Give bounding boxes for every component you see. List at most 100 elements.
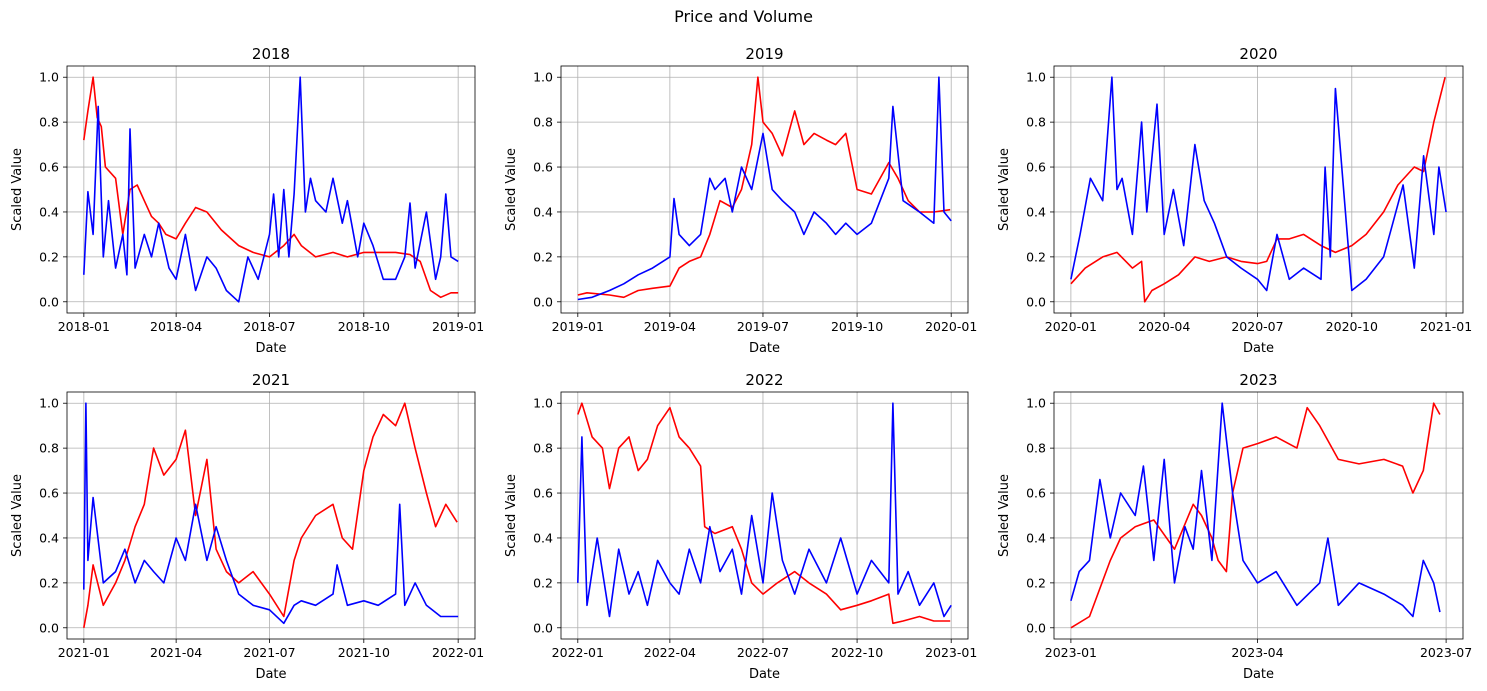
series-line-red xyxy=(83,402,458,628)
y-tick-label: 0.0 xyxy=(39,294,59,309)
y-tick-label: 0.2 xyxy=(39,249,59,264)
y-tick-label: 0.8 xyxy=(1026,441,1046,456)
series-line-blue xyxy=(577,402,952,618)
x-tick-label: 2020-07 xyxy=(1231,319,1283,334)
x-tick-label: 2021-01 xyxy=(1420,319,1472,334)
axes-frame xyxy=(66,65,476,314)
series-line-red xyxy=(577,402,951,625)
subplot-2019: 2019-01 2019-04 2019-07 2019-10 2020-01 0.0 0.… xyxy=(504,45,977,356)
x-tick-label: 2020-10 xyxy=(1326,319,1378,334)
y-tick-label: 1.0 xyxy=(1026,396,1046,411)
series-line-blue xyxy=(83,402,459,625)
series-line-red xyxy=(1070,77,1446,303)
y-tick-label: 0.2 xyxy=(533,249,553,264)
x-tick-label: 2022-01 xyxy=(552,645,604,660)
x-axis-label: Date xyxy=(749,341,780,356)
subplot-title: 2018 xyxy=(252,45,290,63)
subplot-2022: 2022-01 2022-04 2022-07 2022-10 2023-01 0.0 0.… xyxy=(504,371,977,682)
y-tick-label: 0.6 xyxy=(533,160,553,175)
subplot-2018: 2018-01 2018-04 2018-07 2018-10 2019-01 0.0 0.… xyxy=(10,45,484,356)
x-axis-label: Date xyxy=(1243,667,1274,682)
y-tick-label: 1.0 xyxy=(39,396,59,411)
y-tick-label: 0.6 xyxy=(1026,486,1046,501)
y-tick-label: 0.0 xyxy=(533,294,553,309)
x-tick-label: 2023-01 xyxy=(925,645,977,660)
x-tick-label: 2020-01 xyxy=(925,319,977,334)
y-tick-label: 0.4 xyxy=(533,204,553,219)
series-line-blue xyxy=(1070,76,1447,292)
y-tick-label: 0.6 xyxy=(39,486,59,501)
y-axis-label: Scaled Value xyxy=(997,474,1012,557)
y-axis-label: Scaled Value xyxy=(504,148,519,231)
x-tick-label: 2018-10 xyxy=(338,319,390,334)
x-axis-label: Date xyxy=(255,667,286,682)
y-tick-label: 1.0 xyxy=(533,70,553,85)
y-tick-label: 1.0 xyxy=(1026,70,1046,85)
x-tick-label: 2021-10 xyxy=(338,645,390,660)
y-axis-label: Scaled Value xyxy=(10,474,25,557)
x-tick-label: 2018-01 xyxy=(58,319,110,334)
y-tick-label: 0.4 xyxy=(39,530,59,545)
x-tick-label: 2018-07 xyxy=(243,319,295,334)
x-tick-label: 2020-04 xyxy=(1138,319,1190,334)
y-tick-label: 1.0 xyxy=(39,70,59,85)
y-tick-label: 0.0 xyxy=(39,620,59,635)
subplot-2023: 2023-01 2023-04 2023-07 0.0 0.2 0.4 0.6 0.8 1.0 2… xyxy=(997,371,1472,682)
series-line-red xyxy=(83,76,459,299)
x-tick-label: 2019-10 xyxy=(831,319,883,334)
subplot-title: 2020 xyxy=(1239,45,1277,63)
y-tick-label: 0.8 xyxy=(39,441,59,456)
y-tick-label: 0.6 xyxy=(533,486,553,501)
axes-frame xyxy=(560,391,969,640)
subplot-title: 2023 xyxy=(1239,371,1277,389)
y-tick-label: 0.8 xyxy=(1026,115,1046,130)
x-tick-label: 2021-07 xyxy=(243,645,295,660)
axes-frame xyxy=(560,65,969,314)
y-tick-label: 0.0 xyxy=(1026,294,1046,309)
subplot-title: 2022 xyxy=(745,371,783,389)
y-tick-label: 0.8 xyxy=(39,115,59,130)
x-tick-label: 2023-01 xyxy=(1045,645,1097,660)
x-tick-label: 2021-04 xyxy=(150,645,202,660)
x-tick-label: 2019-07 xyxy=(737,319,789,334)
y-tick-label: 0.2 xyxy=(1026,575,1046,590)
y-tick-label: 0.4 xyxy=(533,530,553,545)
x-tick-label: 2023-07 xyxy=(1420,645,1472,660)
x-tick-label: 2022-10 xyxy=(831,645,883,660)
subplot-title: 2019 xyxy=(745,45,783,63)
series-line-blue xyxy=(83,76,459,303)
x-tick-label: 2022-04 xyxy=(644,645,696,660)
series-line-red xyxy=(1070,402,1441,629)
subplot-2021: 2021-01 2021-04 2021-07 2021-10 2022-01 0.0 0.… xyxy=(10,371,484,682)
series-line-blue xyxy=(1070,402,1441,618)
y-axis-label: Scaled Value xyxy=(997,148,1012,231)
y-tick-label: 0.2 xyxy=(533,575,553,590)
figure-title: Price and Volume xyxy=(674,7,813,26)
y-tick-label: 0.2 xyxy=(39,575,59,590)
y-tick-label: 0.4 xyxy=(39,204,59,219)
y-axis-label: Scaled Value xyxy=(504,474,519,557)
y-tick-label: 0.0 xyxy=(1026,620,1046,635)
x-tick-label: 2023-04 xyxy=(1231,645,1283,660)
series-line-blue xyxy=(577,76,952,301)
y-tick-label: 0.6 xyxy=(39,160,59,175)
subplot-title: 2021 xyxy=(252,371,290,389)
y-tick-label: 0.4 xyxy=(1026,530,1046,545)
y-tick-label: 0.6 xyxy=(1026,160,1046,175)
axes-frame xyxy=(1053,391,1464,640)
x-tick-label: 2021-01 xyxy=(58,645,110,660)
subplot-2020: 2020-01 2020-04 2020-07 2020-10 2021-01 0.0 0.… xyxy=(997,45,1472,356)
x-tick-label: 2019-04 xyxy=(644,319,696,334)
y-tick-label: 0.2 xyxy=(1026,249,1046,264)
x-tick-label: 2019-01 xyxy=(432,319,484,334)
x-tick-label: 2018-04 xyxy=(150,319,202,334)
axes-frame xyxy=(1053,65,1464,314)
y-tick-label: 0.8 xyxy=(533,441,553,456)
x-tick-label: 2019-01 xyxy=(552,319,604,334)
y-tick-label: 0.4 xyxy=(1026,204,1046,219)
x-axis-label: Date xyxy=(1243,341,1274,356)
y-axis-label: Scaled Value xyxy=(10,148,25,231)
series-line-red xyxy=(577,76,951,299)
y-tick-label: 0.8 xyxy=(533,115,553,130)
